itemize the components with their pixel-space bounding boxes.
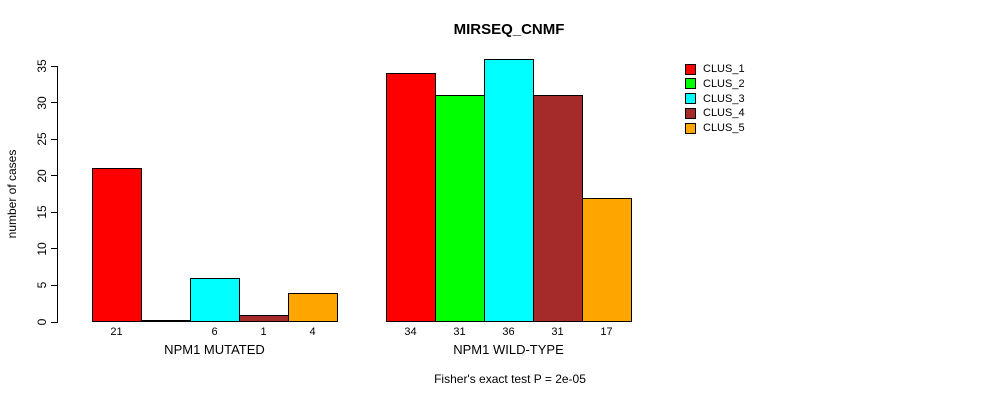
bar-clus_5-1 xyxy=(288,293,338,322)
group-label: NPM1 WILD-TYPE xyxy=(453,342,564,357)
legend-label: CLUS_3 xyxy=(703,92,745,105)
bar-clus_2-2 xyxy=(435,95,485,322)
legend-item: CLUS_5 xyxy=(685,122,745,134)
y-tick-mark xyxy=(51,248,57,250)
legend-label: CLUS_4 xyxy=(703,107,745,120)
y-tick-label: 15 xyxy=(35,205,49,219)
legend-label: CLUS_1 xyxy=(703,63,745,75)
legend-swatch xyxy=(685,107,696,119)
y-tick-mark xyxy=(51,175,57,177)
y-tick-label: 25 xyxy=(35,132,49,146)
bar-clus_5-2 xyxy=(582,198,632,322)
bar-value-label: 17 xyxy=(600,326,613,338)
y-tick-label: 10 xyxy=(35,242,49,256)
legend-item: CLUS_3 xyxy=(685,93,745,105)
y-axis-label: number of cases xyxy=(5,149,19,239)
legend-swatch xyxy=(685,63,696,75)
bar-value-label: 4 xyxy=(309,326,316,338)
y-tick-label: 35 xyxy=(35,59,49,73)
y-axis-line xyxy=(57,66,58,323)
legend-item: CLUS_1 xyxy=(685,63,745,75)
y-tick-mark xyxy=(51,138,57,140)
bar-clus_1-1 xyxy=(92,168,142,322)
y-tick-mark xyxy=(51,321,57,323)
legend-swatch xyxy=(685,78,696,90)
bar-value-label: 31 xyxy=(551,326,564,338)
legend-label: CLUS_5 xyxy=(703,122,745,135)
y-tick-mark xyxy=(51,102,57,104)
y-tick-mark xyxy=(51,284,57,286)
bar-value-label: 36 xyxy=(502,326,515,338)
legend-item: CLUS_2 xyxy=(685,78,745,90)
group-label: NPM1 MUTATED xyxy=(164,342,265,357)
bar-value-label: 1 xyxy=(260,326,267,338)
y-tick-label: 5 xyxy=(35,282,49,289)
y-tick-mark xyxy=(51,65,57,67)
bar-value-label: 34 xyxy=(404,326,417,338)
legend-item: CLUS_4 xyxy=(685,107,745,119)
chart-title: MIRSEQ_CNMF xyxy=(453,21,565,38)
y-tick-mark xyxy=(51,211,57,213)
bar-clus_3-1 xyxy=(190,278,240,322)
bar-value-label: 21 xyxy=(110,326,123,338)
annotation-text: Fisher's exact test P = 2e-05 xyxy=(434,372,586,386)
bar-clus_4-1 xyxy=(239,315,289,322)
legend-label: CLUS_2 xyxy=(703,77,745,90)
y-tick-label: 30 xyxy=(35,95,49,110)
y-tick-label: 20 xyxy=(35,169,49,183)
y-tick-label: 0 xyxy=(35,318,49,326)
bar-value-label: 6 xyxy=(211,326,218,338)
bar-value-label: 31 xyxy=(453,326,466,338)
bar-clus_4-2 xyxy=(533,95,583,322)
legend-swatch xyxy=(685,122,696,134)
bar-clus_3-2 xyxy=(484,59,534,322)
legend-swatch xyxy=(685,93,696,105)
bar-clus_1-2 xyxy=(386,73,436,322)
